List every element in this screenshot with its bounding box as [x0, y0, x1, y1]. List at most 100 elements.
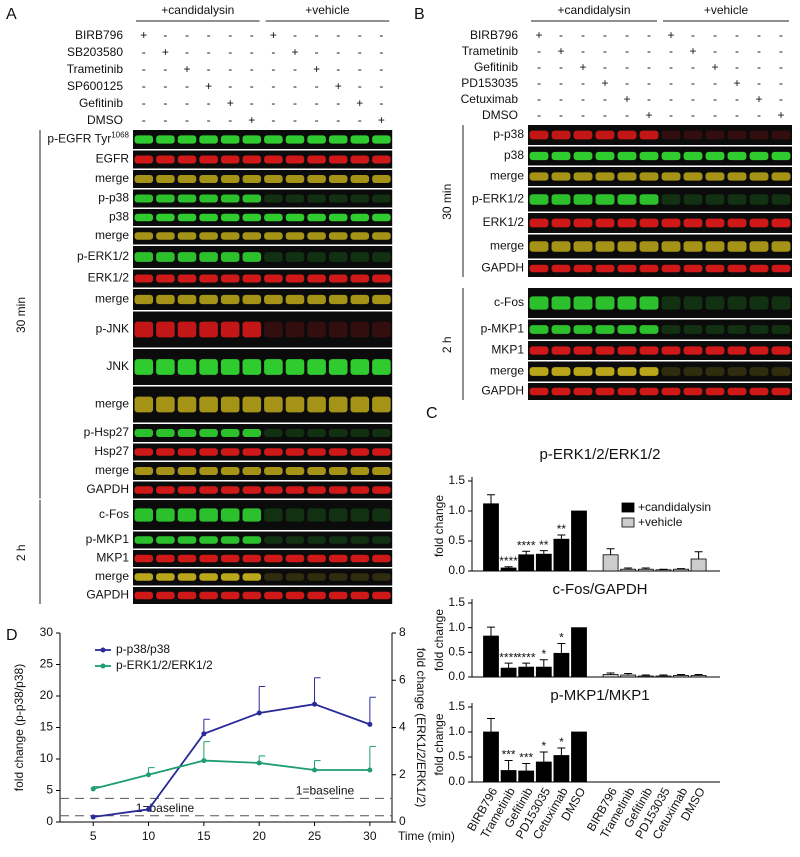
treatment-sign: - [691, 108, 695, 122]
blot-band [749, 218, 769, 228]
blot-band [328, 175, 348, 183]
chart-title: c-Fos/GAPDH [552, 581, 647, 598]
bar [602, 674, 619, 678]
row-label: p-ERK1/2 [77, 249, 129, 263]
blot-band [617, 264, 637, 273]
y-tick-label: 30 [40, 625, 54, 639]
treatment-sign: - [185, 96, 189, 110]
treatment-sign: - [713, 44, 717, 58]
treatment-sign: - [379, 62, 383, 76]
y-tick-label: 1.5 [448, 473, 465, 487]
blot-band [156, 508, 175, 522]
blot-band [177, 396, 197, 413]
blot-band [350, 194, 370, 203]
blot-band [683, 387, 703, 396]
blot-band [771, 194, 791, 205]
blot-band [307, 321, 326, 338]
bar [620, 568, 637, 572]
error-bar [487, 626, 495, 637]
blot-band [134, 536, 154, 544]
treatment-sign: - [647, 92, 651, 106]
treatment-sign: - [185, 28, 189, 42]
treatment-label: DMSO [482, 108, 518, 122]
blot-strip [133, 227, 393, 245]
blot-band [771, 325, 791, 334]
blot-band [595, 387, 615, 396]
treatment-label: Trametinib [67, 62, 124, 76]
y2-tick-label: 4 [399, 720, 406, 734]
treatment-sign: - [358, 28, 362, 42]
blot-band [617, 218, 637, 228]
error-bar [487, 494, 495, 504]
row-label: MKP1 [96, 551, 129, 565]
blot-strip [133, 462, 393, 480]
treatment-sign: - [691, 60, 695, 74]
blot-strip [133, 246, 393, 268]
significance: * [541, 739, 546, 753]
significance: *** [519, 751, 533, 765]
treatment-sign: - [271, 96, 275, 110]
blot-band [639, 264, 659, 273]
blot-band [705, 218, 725, 228]
blot-band [242, 467, 262, 475]
blot-band [307, 429, 326, 437]
blot-band [220, 359, 240, 375]
row-label: ERK1/2 [483, 215, 525, 229]
blot-band [661, 367, 681, 376]
treatment-sign: - [271, 113, 275, 127]
treatment-sign: - [185, 45, 189, 59]
blot-band [727, 296, 747, 310]
blot-band [328, 274, 348, 283]
blot-band [595, 218, 615, 228]
treatment-sign: - [735, 92, 739, 106]
treatment-sign: + [378, 113, 385, 127]
blot-band [307, 573, 326, 581]
treatment-sign: - [271, 62, 275, 76]
error-bar [624, 567, 633, 570]
treatment-sign: - [537, 60, 541, 74]
treatment-label: DMSO [87, 113, 123, 127]
blot-band [350, 486, 370, 494]
y-tick-label: 0.5 [448, 749, 465, 763]
y2-axis-label: fold change (ERK1/2/ERK1/2) [414, 648, 428, 807]
x-tick-label: 5 [90, 829, 97, 843]
blot-band [156, 232, 175, 240]
blot-band [727, 241, 747, 252]
treatment-sign: - [581, 44, 585, 58]
treatment-sign: - [250, 45, 254, 59]
bar [655, 569, 672, 572]
significance: **** [499, 650, 518, 664]
blot-band [156, 486, 175, 494]
treatment-sign: - [691, 76, 695, 90]
treatment-sign: + [205, 79, 212, 93]
blot-strip [528, 125, 792, 145]
blot-band [328, 573, 348, 581]
line [93, 703, 371, 818]
blot-band [177, 155, 197, 164]
blot-band [551, 172, 571, 181]
blot-band [199, 294, 218, 305]
blot-band [134, 135, 154, 144]
blot-band [264, 448, 283, 456]
blot-band [639, 346, 659, 355]
blot-band [220, 448, 240, 456]
blot-band [177, 536, 197, 544]
blot-band [617, 151, 637, 161]
blot-band [285, 194, 305, 203]
blot-band [220, 155, 240, 164]
blot-band [285, 396, 305, 413]
treatment-sign: - [559, 28, 563, 42]
treatment-sign: - [336, 113, 340, 127]
treatment-sign: + [579, 60, 586, 74]
blot-strip [133, 349, 393, 385]
blot-band [705, 172, 725, 181]
blot-band [551, 218, 571, 228]
treatment-sign: - [691, 92, 695, 106]
treatment-sign: - [559, 76, 563, 90]
blot-band [683, 172, 703, 181]
error-bar [557, 747, 566, 756]
error-bar [504, 760, 513, 771]
row-label: MKP1 [491, 343, 524, 357]
blot-band [264, 321, 283, 338]
blot-band [199, 448, 218, 456]
